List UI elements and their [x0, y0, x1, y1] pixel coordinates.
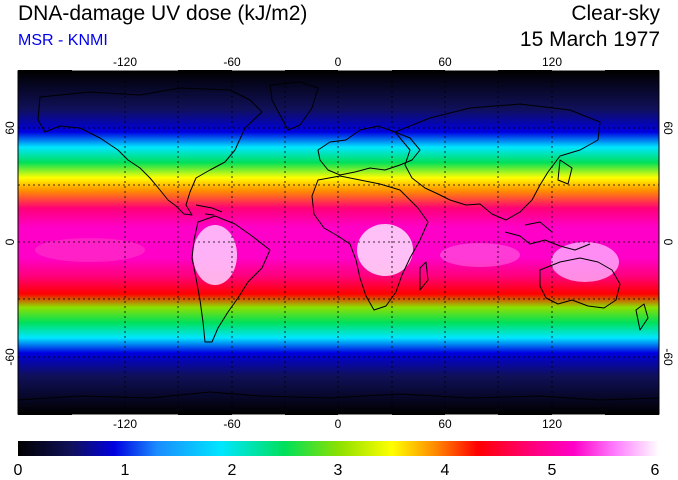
lat-tick-left-60: 60 — [3, 121, 17, 135]
hotspot-pacific — [35, 238, 145, 262]
date-label: 15 March 1977 — [519, 28, 660, 51]
frame-mark-top-4 — [392, 70, 445, 73]
coastline-madagascar — [419, 261, 429, 291]
map-frame-bar-marks — [18, 70, 659, 415]
lon-tick-bottom-minus120: -120 — [113, 417, 137, 431]
colorbar-label-4: 4 — [441, 462, 450, 479]
lat-tick-right-60: 60 — [661, 121, 675, 135]
coastline-caribbean — [195, 204, 223, 216]
lon-tick-top-60: 60 — [438, 55, 452, 69]
hotspot-indian-ocean — [440, 243, 520, 267]
uv-hotspots — [35, 224, 619, 285]
colorbar-label-0: 0 — [14, 462, 23, 479]
hotspot-central-africa — [357, 224, 413, 276]
lon-tick-bottom-0: 0 — [335, 417, 342, 431]
lon-tick-bottom-60: 60 — [438, 417, 452, 431]
sky-condition-label: Clear-sky — [571, 2, 660, 25]
frame-mark-top-1 — [18, 70, 72, 73]
coastline-antarctica — [18, 391, 659, 401]
hotspot-south-america — [193, 225, 237, 285]
colorbar-label-2: 2 — [228, 462, 237, 479]
frame-mark-top-6 — [605, 70, 659, 73]
coastline-australia — [539, 257, 621, 309]
lon-tick-top-minus120: -120 — [113, 55, 137, 69]
lon-tick-bottom-120: 120 — [542, 417, 562, 431]
coastline-greenland — [269, 81, 319, 131]
frame-mark-bottom-5 — [498, 412, 552, 415]
coastline-north-america — [37, 87, 263, 216]
lat-tick-left-minus60: -60 — [3, 348, 17, 366]
coastline-new-zealand — [635, 303, 649, 331]
map-frame — [17, 70, 660, 415]
lat-tick-left-0: 0 — [3, 238, 17, 245]
coastline-japan — [557, 159, 573, 185]
colorbar-labels: 0 1 2 3 4 5 6 — [14, 462, 660, 479]
frame-mark-bottom-2 — [178, 412, 232, 415]
coastline-indonesia — [504, 221, 591, 251]
coastline-south-america — [191, 215, 271, 343]
frame-mark-top-5 — [498, 70, 552, 73]
hotspot-australia — [551, 242, 619, 282]
lon-tick-labels-top: -120 -60 0 60 120 — [113, 55, 562, 69]
frame-mark-bottom-4 — [392, 412, 445, 415]
map-title: DNA-damage UV dose (kJ/m2) — [18, 2, 308, 25]
lon-tick-top-0: 0 — [335, 55, 342, 69]
coastline-europe — [317, 125, 421, 176]
lat-tick-labels-left: 60 0 -60 — [3, 121, 17, 366]
lat-tick-right-minus60: -60 — [661, 348, 675, 366]
coastline-africa — [311, 175, 429, 311]
lat-lon-grid — [18, 71, 659, 414]
lon-tick-labels-bottom: -120 -60 0 60 120 — [113, 417, 562, 431]
coastlines — [18, 81, 659, 401]
colorbar-label-6: 6 — [651, 462, 660, 479]
colorbar-label-5: 5 — [548, 462, 557, 479]
colorbar-label-1: 1 — [121, 462, 130, 479]
frame-mark-bottom-3 — [285, 412, 338, 415]
colorbar-label-3: 3 — [334, 462, 343, 479]
frame-mark-bottom-6 — [605, 412, 659, 415]
lat-tick-labels-right: 60 0 -60 — [661, 121, 675, 366]
source-label: MSR - KNMI — [18, 32, 108, 49]
lon-tick-top-120: 120 — [542, 55, 562, 69]
frame-mark-top-2 — [178, 70, 232, 73]
frame-mark-top-3 — [285, 70, 338, 73]
frame-mark-bottom-1 — [18, 412, 72, 415]
lon-tick-bottom-minus60: -60 — [223, 417, 241, 431]
colorbar — [18, 441, 659, 456]
lat-tick-right-0: 0 — [661, 239, 675, 246]
coastline-asia — [394, 103, 601, 221]
lon-tick-top-minus60: -60 — [223, 55, 241, 69]
